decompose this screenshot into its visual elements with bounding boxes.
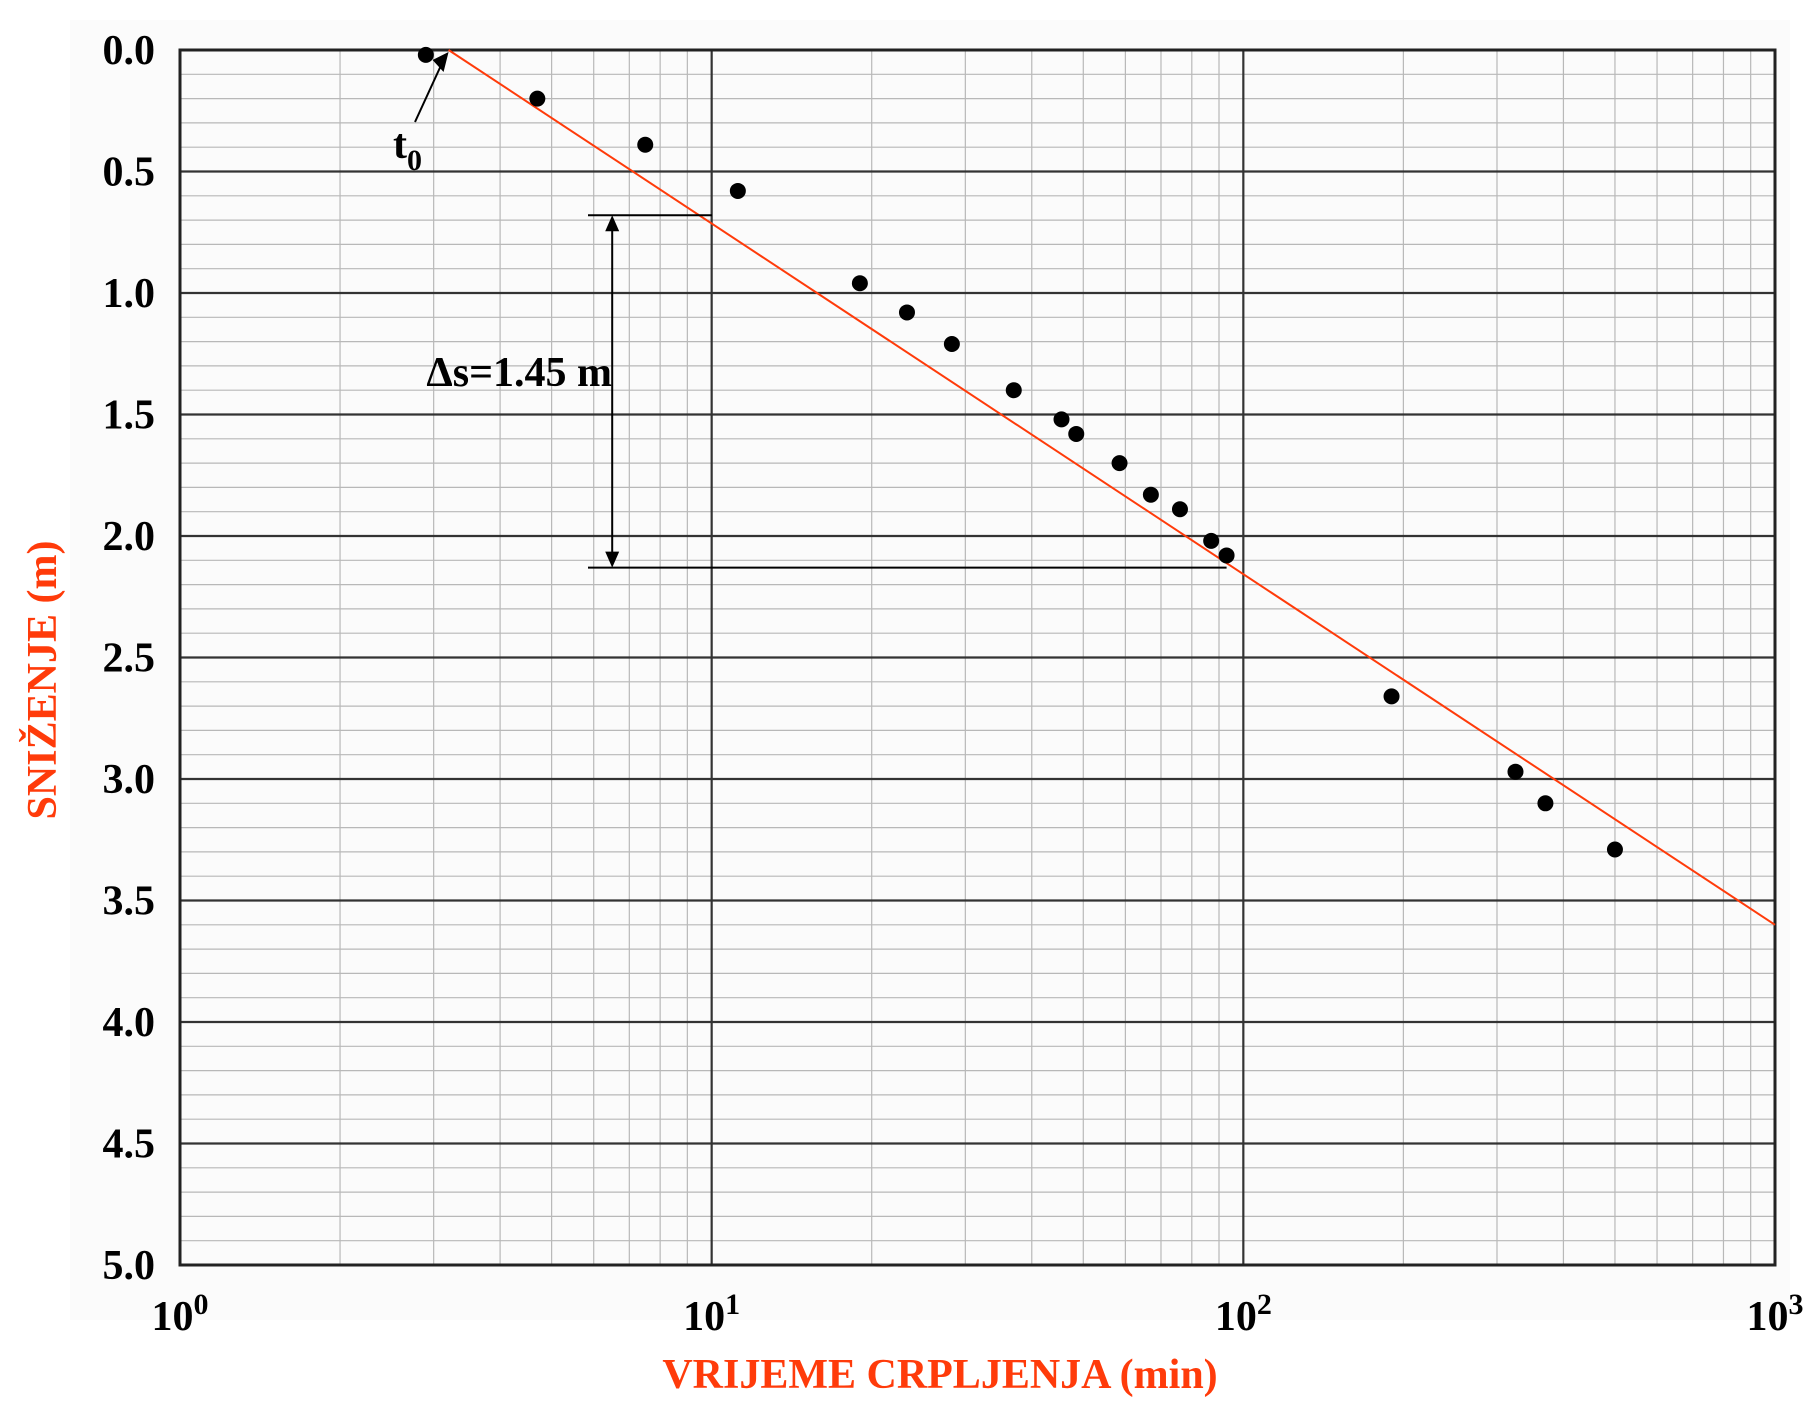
data-point [943,336,960,353]
delta-s-annotation: Δs=1.45 m [426,214,1227,569]
y-tick-label: 4.0 [103,1000,156,1046]
data-point [1606,841,1623,858]
data-point [637,136,654,153]
data-point [529,90,546,107]
data-point [1537,795,1554,812]
data-point [1171,501,1188,518]
data-point [1068,425,1085,442]
chart-background [70,20,1790,1320]
y-tick-labels: 0.0 0.5 1.0 1.5 2.0 2.5 3.0 3.5 4.0 4.5 5.0 [103,28,156,1289]
data-point [1005,382,1022,399]
y-tick-label: 5.0 [103,1243,156,1289]
delta-s-label: Δs=1.45 m [426,350,612,396]
data-points [417,46,1623,858]
x-axis-title: VRIJEME CRPLJENJA (min) [662,1352,1217,1398]
t0-arrow-shaft [414,61,444,123]
y-axis-title: SNIŽENJE (m) [19,541,66,820]
data-point [1203,532,1220,549]
y-tick-label: 1.0 [103,271,156,317]
t0-annotation: t0 [393,52,449,177]
t0-label: t0 [393,122,422,177]
y-tick-label: 2.5 [103,636,156,682]
y-tick-label: 2.0 [103,514,156,560]
data-point [851,275,868,292]
fit-line [448,49,1776,926]
y-tick-label: 1.5 [103,393,156,439]
data-point [1053,411,1070,428]
x-tick-labels: 100 101 102 103 [152,1288,1804,1340]
y-tick-label: 4.5 [103,1122,156,1168]
data-point [898,304,915,321]
data-point [1142,486,1159,503]
y-tick-label: 0.0 [103,28,156,74]
y-tick-label: 0.5 [103,150,156,196]
data-point [1507,763,1524,780]
delta-arrow-head-bottom [605,551,620,568]
data-point [1111,455,1128,472]
data-point [729,182,746,199]
y-tick-label: 3.5 [103,879,156,925]
y-tick-label: 3.0 [103,757,156,803]
delta-arrow-head-top [605,215,620,232]
data-point [1218,547,1235,564]
x-tick-label: 102 [1215,1288,1272,1340]
x-tick-label: 100 [152,1288,209,1340]
t0-arrow-head [432,52,449,72]
data-point [417,46,434,63]
data-point [1383,688,1400,705]
fit-line-group [448,49,1776,926]
x-tick-label: 101 [683,1288,740,1340]
plot-frame [178,48,1777,1267]
x-tick-label: 103 [1747,1288,1804,1340]
